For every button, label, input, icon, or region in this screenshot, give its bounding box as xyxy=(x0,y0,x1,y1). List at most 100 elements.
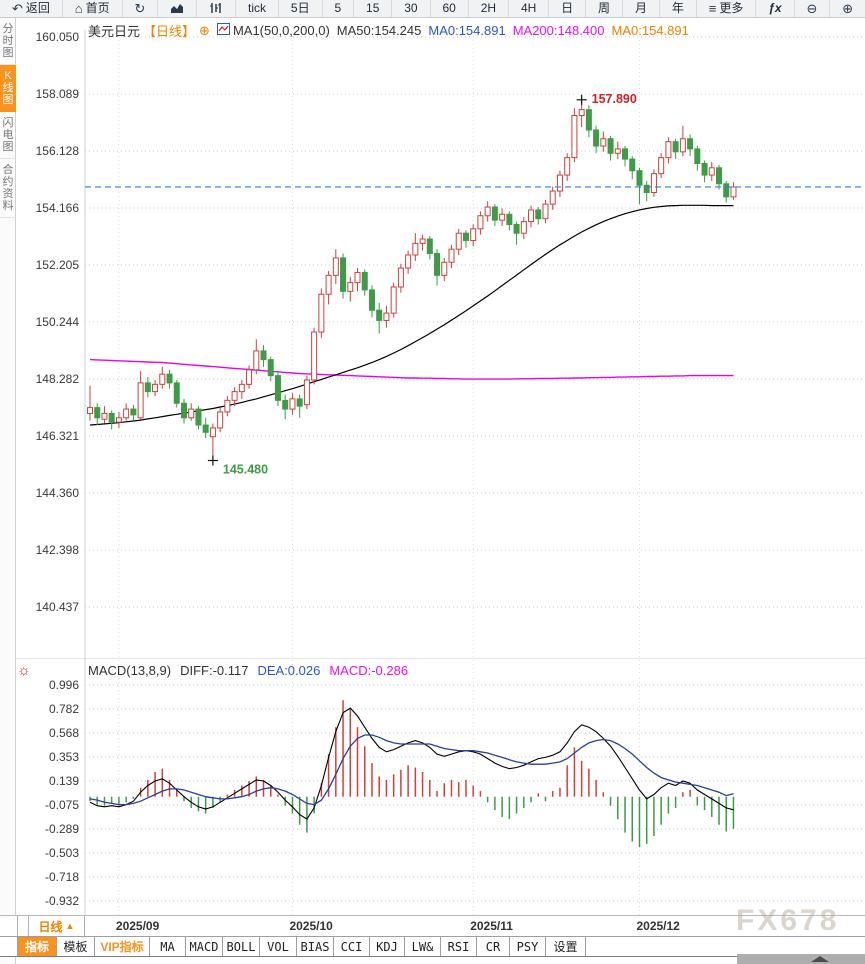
toolbar-item-label: 年 xyxy=(671,1,684,15)
symbol-name: 美元日元 xyxy=(88,24,141,39)
high-price-label: 157.890 xyxy=(592,92,637,106)
toolbar-item-label: 返回 xyxy=(25,1,50,15)
macd-chart-canvas[interactable]: 0.996 0.782 0.568 0.353 0.139 -0.075 -0.289 -0.… xyxy=(0,678,865,915)
toolbar-item-menu[interactable]: ≡ 更多 xyxy=(697,0,757,17)
toolbar-item-label: 60 xyxy=(442,1,456,15)
indicator-tab-CR[interactable]: CR xyxy=(477,937,510,956)
indicator-tab-模板[interactable]: 模板 xyxy=(57,937,95,956)
indicator-tab-CCI[interactable]: CCI xyxy=(334,937,370,956)
toolbar-item-2H[interactable]: 2H xyxy=(469,0,509,17)
macd-axis-label: 0.782 xyxy=(49,702,79,716)
chart-main-area: 分时图 K线图 闪电图 合约资料 160.050 158.089 156.128 154.1… xyxy=(0,18,865,964)
period-selector[interactable]: 日线 ▲ xyxy=(28,916,85,936)
price-axis-label: 142.398 xyxy=(36,543,80,557)
macd-header: ☼ MACD(13,8,9) DIFF:-0.117 DEA:0.026 MAC… xyxy=(0,662,865,680)
macd-axis-label: 0.353 xyxy=(49,750,79,764)
indicator-tab-VIP指标[interactable]: VIP指标 xyxy=(95,937,150,956)
toolbar-item-label: 15 xyxy=(366,1,380,15)
indicator-tab-LW&[interactable]: LW& xyxy=(405,937,441,956)
fx678-watermark: FX678 xyxy=(736,904,840,937)
macd-axis-label: -0.718 xyxy=(45,870,79,884)
toolbar-item-label: 更多 xyxy=(719,1,744,15)
area-chart-icon xyxy=(170,2,184,16)
toolbar-item-月[interactable]: 月 xyxy=(623,0,660,17)
ma-settings-label[interactable]: MA1(50,0,200,0) xyxy=(232,23,330,38)
indicator-tab-MACD[interactable]: MACD xyxy=(186,937,223,956)
sidebar-tab-分时图[interactable]: 分时图 xyxy=(0,18,16,65)
toolbar-item-30[interactable]: 30 xyxy=(392,0,431,17)
toolbar-item-label: tick xyxy=(248,1,267,15)
indicator-tab-BOLL[interactable]: BOLL xyxy=(223,937,260,956)
ma200-line xyxy=(89,358,734,380)
panel-divider xyxy=(0,658,865,659)
price-axis-label: 144.360 xyxy=(36,486,80,500)
interval-tag[interactable]: 【日线】 xyxy=(143,24,196,39)
ma0-orange-value: MA0:154.891 xyxy=(611,23,689,38)
toolbar-item-4H[interactable]: 4H xyxy=(509,0,550,17)
toolbar-item-日[interactable]: 日 xyxy=(549,0,587,17)
refresh-icon: ↻ xyxy=(134,1,146,16)
toolbar-item-tick[interactable]: tick xyxy=(236,0,279,17)
price-axis-label: 154.166 xyxy=(36,201,80,215)
toolbar-item-label: 30 xyxy=(404,1,418,15)
toolbar-item-5日[interactable]: 5日 xyxy=(279,0,323,17)
toolbar-item-60[interactable]: 60 xyxy=(431,0,469,17)
macd-histogram xyxy=(89,700,735,848)
toolbar-item-label: 周 xyxy=(598,1,611,15)
zoom-in-icon: ⊕ xyxy=(842,1,854,16)
toolbar-item-home[interactable]: ⌂ 首页 xyxy=(63,0,123,17)
price-axis-label: 146.321 xyxy=(36,429,80,443)
toolbar-item-label: 首页 xyxy=(85,1,110,15)
ma0-blue-value: MA0:154.891 xyxy=(428,23,506,38)
macd-axis-label: -0.075 xyxy=(45,798,79,812)
macd-axis-label: -0.932 xyxy=(45,894,79,908)
toolbar-item-candles[interactable] xyxy=(197,0,237,17)
toolbar-item-zoom-out[interactable]: ⊖ xyxy=(795,0,831,17)
price-axis-label: 158.089 xyxy=(36,87,80,101)
period-label: 日线 xyxy=(38,919,63,934)
low-price-label: 145.480 xyxy=(223,463,268,477)
indicator-tab-KDJ[interactable]: KDJ xyxy=(370,937,405,956)
toolbar-item-5[interactable]: 5 xyxy=(323,0,355,17)
indicator-tab-指标[interactable]: 指标 xyxy=(17,937,57,956)
indicator-tab-PSY[interactable]: PSY xyxy=(510,937,546,956)
sidebar-tab-K线图[interactable]: K线图 xyxy=(0,65,16,112)
indicator-tab-RSI[interactable]: RSI xyxy=(441,937,477,956)
toolbar-item-年[interactable]: 年 xyxy=(660,0,697,17)
toolbar-item-label: ƒx xyxy=(768,1,782,15)
toolbar-item-zoom-in[interactable]: ⊕ xyxy=(830,0,865,17)
back-icon: ↶ xyxy=(11,1,23,16)
toolbar-item-label: 月 xyxy=(634,1,647,15)
toolbar-item-label: 日 xyxy=(561,1,574,15)
time-axis-label: 2025/10 xyxy=(289,919,333,933)
toolbar-item-back[interactable]: ↶ 返回 xyxy=(0,0,63,17)
toolbar-item-ƒx[interactable]: ƒx xyxy=(756,0,795,17)
menu-icon: ≡ xyxy=(708,1,717,16)
indicator-tab-BIAS[interactable]: BIAS xyxy=(297,937,334,956)
collapse-panel-bar[interactable] xyxy=(737,954,865,964)
sidebar-tab-合约资料[interactable]: 合约资料 xyxy=(0,159,16,218)
indicator-tab-MA[interactable]: MA xyxy=(150,937,186,956)
price-chart-canvas[interactable]: 160.050 158.089 156.128 154.166 152.205 150.2… xyxy=(0,18,865,678)
toolbar-item-15[interactable]: 15 xyxy=(354,0,393,17)
sidebar-tab-闪电图[interactable]: 闪电图 xyxy=(0,112,16,159)
toolbar-item-label: 4H xyxy=(520,1,537,15)
price-axis-label: 140.437 xyxy=(36,600,80,614)
left-sidebar: 分时图 K线图 闪电图 合约资料 xyxy=(0,18,16,964)
time-axis-label: 2025/09 xyxy=(115,919,160,933)
toolbar-item-周[interactable]: 周 xyxy=(586,0,623,17)
toolbar-item-label: 5 xyxy=(334,1,342,15)
ma-mini-chart-icon xyxy=(216,23,230,38)
top-toolbar: ↶ 返回 ⌂ 首页 ↻ tick 5日 5 15 30 60 2H 4H 日周月年 ≡ 更多 ƒx ⊖ ⊕ xyxy=(0,0,865,18)
toolbar-item-refresh[interactable]: ↻ xyxy=(123,0,159,17)
macd-axis-label: 0.139 xyxy=(49,774,79,788)
indicator-settings-sun-icon[interactable]: ☼ xyxy=(17,662,31,679)
macd-params-label[interactable]: MACD(13,8,9) xyxy=(88,663,172,678)
diff-line xyxy=(89,707,734,820)
indicator-tab-设置[interactable]: 设置 xyxy=(546,937,586,956)
indicator-tab-VOL[interactable]: VOL xyxy=(260,937,297,956)
macd-axis-label: -0.289 xyxy=(45,822,79,836)
toolbar-item-area-chart[interactable] xyxy=(158,0,198,17)
ma50-value: MA50:154.245 xyxy=(336,23,422,38)
add-compare-icon[interactable]: ⊕ xyxy=(199,22,210,38)
